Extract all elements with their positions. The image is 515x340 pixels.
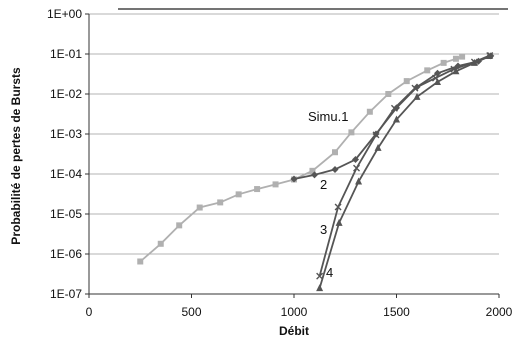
data-point-square: [385, 91, 392, 97]
data-point-diamond: [393, 104, 400, 112]
data-point-diamond: [290, 175, 298, 183]
data-point-x: [390, 104, 398, 112]
data-point-square: [459, 53, 466, 60]
data-point-diamond: [331, 165, 339, 173]
data-point-triangle: [335, 218, 343, 226]
data-point-square: [348, 129, 355, 136]
data-point-square: [235, 191, 242, 198]
data-point-square: [196, 204, 203, 211]
data-point-square: [452, 55, 459, 62]
data-point-x: [411, 84, 419, 92]
series-label-4: 4: [326, 265, 333, 280]
series-label-simu1: Simu.1: [308, 109, 348, 124]
data-point-triangle: [393, 115, 400, 123]
x-tick-label: 1000: [281, 305, 308, 319]
data-point-triangle: [434, 77, 441, 85]
series-1: [137, 53, 466, 265]
y-tick-label: 1E-04: [50, 167, 82, 181]
series-line: [318, 54, 491, 277]
y-tick-label: 1E-07: [50, 287, 82, 301]
data-point-triangle: [470, 58, 478, 66]
x-tick-label: 0: [86, 305, 93, 319]
data-point-square: [254, 186, 261, 193]
data-point-square: [272, 181, 279, 188]
data-point-square: [440, 59, 447, 66]
axes: [85, 13, 500, 298]
x-tick-label: 2000: [486, 305, 513, 319]
y-tick-label: 1E-01: [50, 47, 82, 61]
series-label-2: 2: [320, 177, 327, 192]
data-point-x: [372, 131, 380, 139]
data-point-square: [403, 78, 410, 85]
series-line: [318, 55, 490, 289]
data-point-square: [366, 108, 373, 115]
data-point-diamond: [311, 171, 318, 179]
data-point-square: [309, 167, 316, 174]
x-axis-title: Débit: [279, 324, 309, 338]
data-point-square: [137, 258, 144, 265]
series-group: [137, 51, 495, 292]
data-point-x: [353, 164, 361, 172]
data-point-triangle: [316, 284, 324, 292]
y-tick-label: 1E-02: [50, 87, 82, 101]
y-tick-label: 1E-05: [50, 207, 82, 221]
data-point-triangle: [485, 52, 493, 60]
data-point-square: [176, 222, 183, 229]
data-point-x: [334, 203, 342, 211]
tick-labels: 1E-07 1E-06 1E-05 1E-04 1E-03 1E-02 1E-01 1E+00…: [47, 7, 513, 319]
y-tick-label: 1E+00: [47, 7, 82, 21]
data-point-diamond: [352, 156, 359, 164]
data-point-triangle: [452, 67, 460, 75]
data-point-square: [424, 67, 431, 74]
data-point-diamond: [434, 69, 441, 77]
data-point-square: [217, 199, 224, 206]
data-point-triangle: [374, 143, 382, 151]
data-point-triangle: [355, 177, 363, 185]
y-axis-title: Probabilité de pertes de Bursts: [9, 67, 23, 245]
y-tick-label: 1E-06: [50, 247, 82, 261]
data-point-square: [157, 240, 164, 247]
data-point-x: [316, 272, 324, 280]
series-4: [316, 52, 493, 292]
data-point-square: [332, 149, 338, 156]
series-label-3: 3: [320, 222, 327, 237]
x-tick-label: 1500: [383, 305, 410, 319]
x-tick-label: 500: [181, 305, 201, 319]
data-point-triangle: [413, 92, 421, 100]
y-tick-label: 1E-03: [50, 127, 82, 141]
